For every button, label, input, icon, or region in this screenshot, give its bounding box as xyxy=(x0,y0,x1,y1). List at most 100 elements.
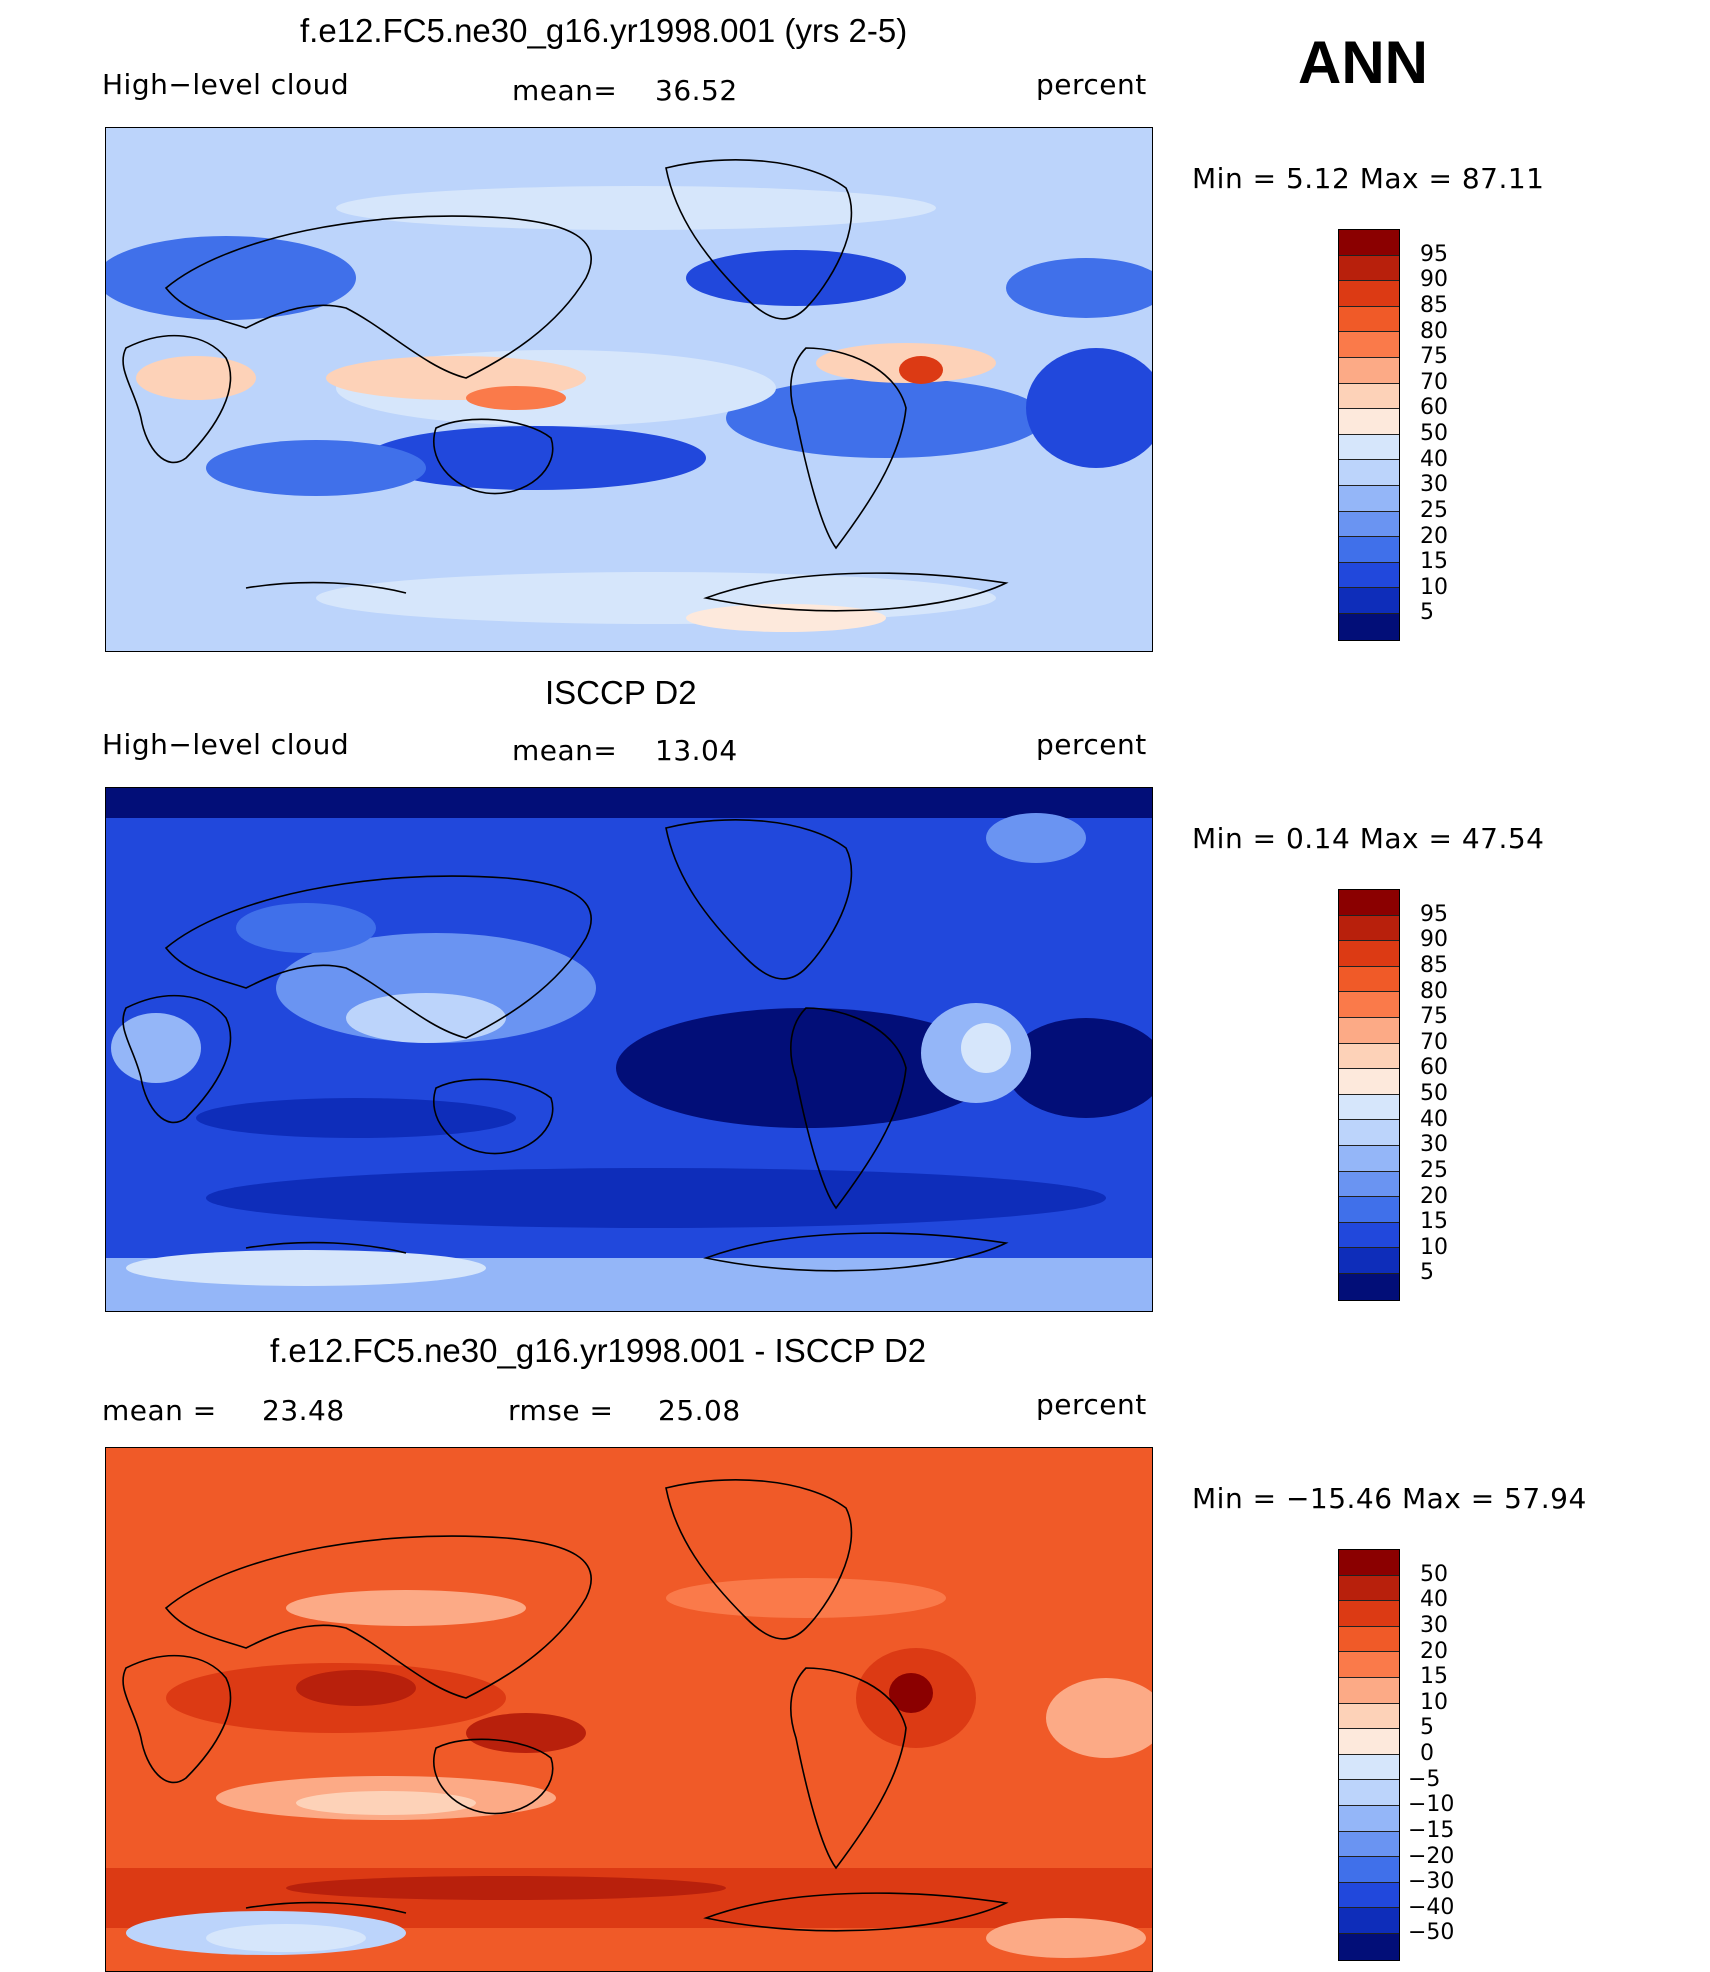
colorbar-tick-label: 70 xyxy=(1420,369,1448,395)
colorbar-tick-label: 75 xyxy=(1420,1004,1448,1030)
colorbar-swatch xyxy=(1339,1094,1399,1121)
panel2-minmax: Min = 0.14 Max = 47.54 xyxy=(1192,822,1545,855)
colorbar-tick-label: 20 xyxy=(1420,1638,1448,1664)
colorbar-tick-label: 20 xyxy=(1420,523,1448,549)
panel3-rmse-label: rmse = xyxy=(508,1394,614,1427)
panel1-mean-value: 36.52 xyxy=(655,74,738,107)
colorbar-tick-label: 5 xyxy=(1420,600,1434,626)
colorbar-tick-label: 15 xyxy=(1420,1664,1448,1690)
colorbar-tick-label: 50 xyxy=(1420,1081,1448,1106)
colorbar-tick-label: 85 xyxy=(1420,292,1448,318)
panel1-variable-label: High−level cloud xyxy=(102,68,350,101)
colorbar-tick-label: 10 xyxy=(1420,1689,1448,1715)
panel2-mean-label: mean= xyxy=(512,734,618,767)
panel2-map xyxy=(105,787,1153,1312)
panel3-units: percent xyxy=(1036,1388,1147,1421)
panel3-colorbar xyxy=(1338,1549,1400,1961)
colorbar-swatch xyxy=(1339,1882,1399,1909)
colorbar-tick-label: 5 xyxy=(1420,1260,1434,1286)
colorbar-tick-label: 90 xyxy=(1420,267,1448,293)
colorbar-swatch xyxy=(1339,915,1399,942)
panel2-units: percent xyxy=(1036,728,1147,761)
colorbar-swatch xyxy=(1339,460,1399,486)
colorbar-swatch xyxy=(1339,1069,1399,1095)
colorbar-swatch xyxy=(1339,306,1399,333)
colorbar-tick-label: 25 xyxy=(1420,1157,1448,1183)
panel1-colorbar-labels: 95 90 85 80 75 70 60 50 40 30 25 20 15 10 5 xyxy=(1420,229,1500,639)
panel3-field-contours xyxy=(106,1578,1152,1958)
colorbar-swatch xyxy=(1339,1550,1399,1576)
colorbar-swatch xyxy=(1339,1780,1399,1806)
colorbar-swatch xyxy=(1339,1805,1399,1832)
colorbar-swatch xyxy=(1339,1677,1399,1704)
colorbar-swatch xyxy=(1339,562,1399,589)
panel2-title: ISCCP D2 xyxy=(545,674,697,711)
panel2-field-contours xyxy=(106,788,1152,1311)
colorbar-tick-label: 5 xyxy=(1420,1715,1434,1741)
colorbar-swatch xyxy=(1339,1729,1399,1755)
colorbar-tick-label: −20 xyxy=(1408,1843,1455,1869)
colorbar-swatch xyxy=(1339,1120,1399,1146)
colorbar-swatch xyxy=(1339,992,1399,1018)
colorbar-swatch xyxy=(1339,255,1399,282)
panel2-variable-label: High−level cloud xyxy=(102,728,350,761)
colorbar-tick-label: −5 xyxy=(1408,1766,1441,1792)
panel1-map xyxy=(105,127,1153,652)
colorbar-swatch xyxy=(1339,613,1399,640)
colorbar-swatch xyxy=(1339,966,1399,993)
colorbar-swatch xyxy=(1339,383,1399,410)
colorbar-tick-label: 50 xyxy=(1420,421,1448,446)
colorbar-tick-label: 15 xyxy=(1420,1209,1448,1235)
colorbar-swatch xyxy=(1339,588,1399,614)
colorbar-swatch xyxy=(1339,357,1399,384)
colorbar-swatch xyxy=(1339,1575,1399,1602)
colorbar-tick-label: 30 xyxy=(1420,472,1448,498)
colorbar-tick-label: 60 xyxy=(1420,1055,1448,1081)
colorbar-tick-label: −15 xyxy=(1408,1817,1455,1843)
panel3-mean-label: mean = xyxy=(102,1394,217,1427)
colorbar-swatch xyxy=(1339,230,1399,256)
colorbar-swatch xyxy=(1339,941,1399,967)
panel2-mean-value: 13.04 xyxy=(655,734,738,767)
season-label: ANN xyxy=(1298,29,1428,96)
colorbar-swatch xyxy=(1339,1703,1399,1730)
colorbar-swatch xyxy=(1339,281,1399,307)
colorbar-swatch xyxy=(1339,1754,1399,1781)
colorbar-tick-label: 50 xyxy=(1420,1561,1448,1587)
panel1-minmax: Min = 5.12 Max = 87.11 xyxy=(1192,162,1545,195)
colorbar-swatch xyxy=(1339,890,1399,916)
panel1-units: percent xyxy=(1036,68,1147,101)
panel3-map xyxy=(105,1447,1153,1972)
panel1-colorbar xyxy=(1338,229,1400,641)
colorbar-swatch xyxy=(1339,1171,1399,1198)
panel2-coastlines xyxy=(122,819,1009,1272)
panel1-coastlines xyxy=(122,159,1009,612)
colorbar-tick-label: 10 xyxy=(1420,1234,1448,1260)
colorbar-swatch xyxy=(1339,1626,1399,1653)
colorbar-swatch xyxy=(1339,485,1399,512)
panel2-colorbar xyxy=(1338,889,1400,1301)
colorbar-tick-label: 90 xyxy=(1420,927,1448,953)
colorbar-swatch xyxy=(1339,1145,1399,1172)
colorbar-tick-label: 30 xyxy=(1420,1612,1448,1638)
colorbar-tick-label: 40 xyxy=(1420,1106,1448,1132)
colorbar-tick-label: 15 xyxy=(1420,549,1448,575)
colorbar-swatch xyxy=(1339,511,1399,538)
colorbar-tick-label: −10 xyxy=(1408,1792,1455,1818)
colorbar-tick-label: −30 xyxy=(1408,1869,1455,1895)
colorbar-swatch xyxy=(1339,409,1399,435)
colorbar-swatch xyxy=(1339,1197,1399,1223)
colorbar-tick-label: 60 xyxy=(1420,395,1448,421)
colorbar-swatch xyxy=(1339,1831,1399,1858)
panel3-coastlines xyxy=(122,1479,1009,1932)
panel3-mean-value: 23.48 xyxy=(262,1394,345,1427)
colorbar-tick-label: −40 xyxy=(1408,1894,1455,1920)
colorbar-swatch xyxy=(1339,1857,1399,1883)
colorbar-tick-label: 40 xyxy=(1420,446,1448,472)
colorbar-swatch xyxy=(1339,1933,1399,1960)
colorbar-tick-label: 20 xyxy=(1420,1183,1448,1209)
colorbar-tick-label: 85 xyxy=(1420,952,1448,978)
colorbar-tick-label: 75 xyxy=(1420,344,1448,370)
panel1-mean-label: mean= xyxy=(512,74,618,107)
panel1-title: f.e12.FC5.ne30_g16.yr1998.001 (yrs 2-5) xyxy=(300,12,908,49)
